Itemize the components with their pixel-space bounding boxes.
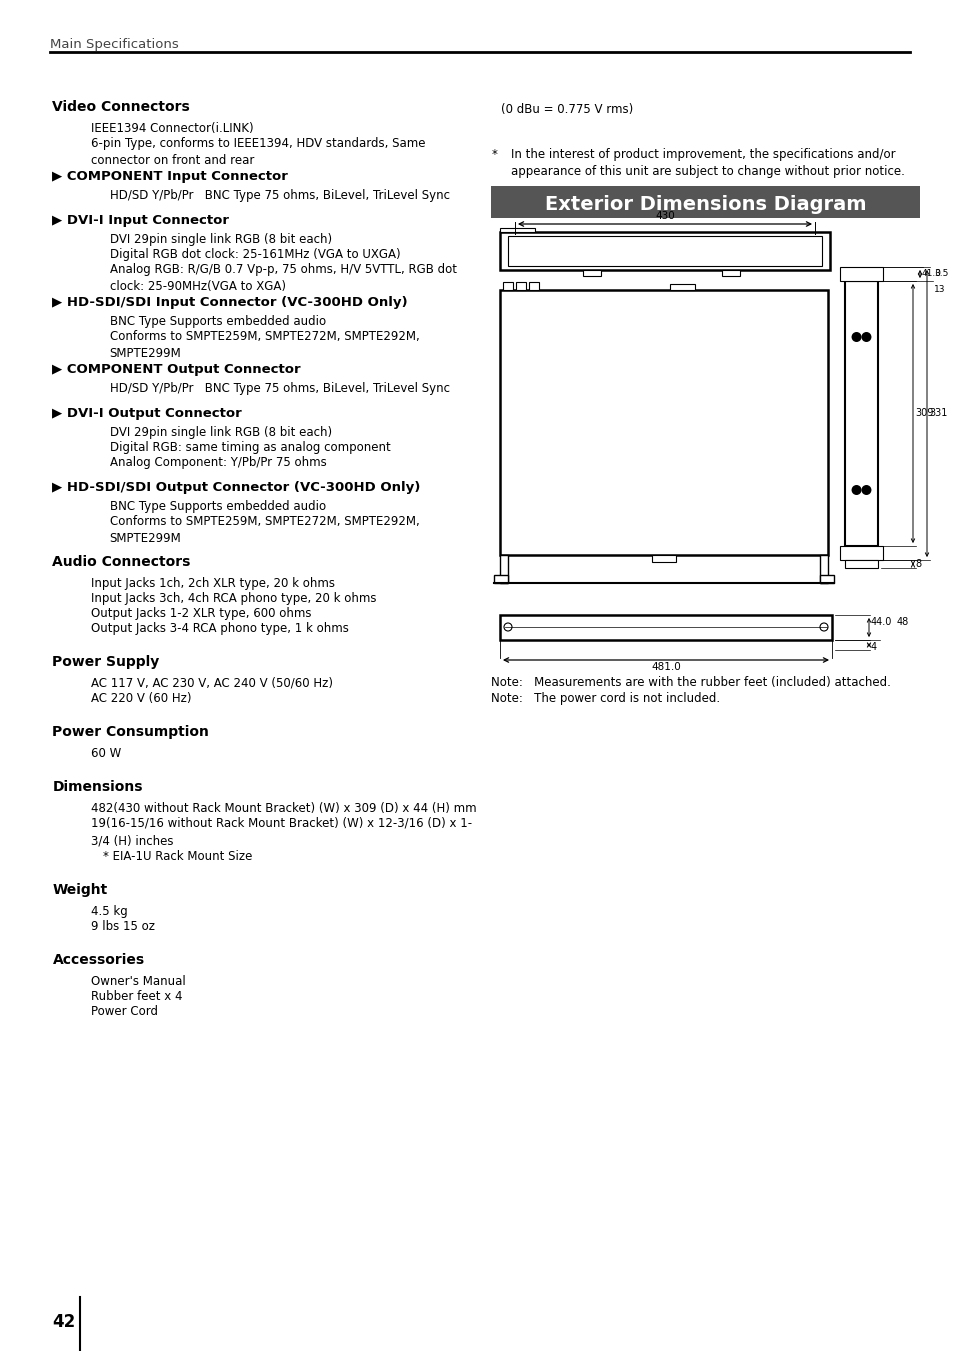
Text: HD/SD Y/Pb/Pr   BNC Type 75 ohms, BiLevel, TriLevel Sync: HD/SD Y/Pb/Pr BNC Type 75 ohms, BiLevel,… xyxy=(110,382,449,394)
Text: Input Jacks 3ch, 4ch RCA phono type, 20 k ohms: Input Jacks 3ch, 4ch RCA phono type, 20 … xyxy=(91,592,375,605)
Bar xyxy=(840,546,882,561)
Text: Digital RGB dot clock: 25-161MHz (VGA to UXGA): Digital RGB dot clock: 25-161MHz (VGA to… xyxy=(110,249,400,261)
Bar xyxy=(502,282,513,290)
Bar xyxy=(844,281,877,546)
Bar xyxy=(507,236,821,266)
Text: Power Consumption: Power Consumption xyxy=(52,725,209,739)
Text: Weight: Weight xyxy=(52,884,108,897)
Text: HD/SD Y/Pb/Pr   BNC Type 75 ohms, BiLevel, TriLevel Sync: HD/SD Y/Pb/Pr BNC Type 75 ohms, BiLevel,… xyxy=(110,189,449,203)
Bar xyxy=(583,270,600,276)
Text: 48: 48 xyxy=(896,617,908,627)
Text: Conforms to SMPTE259M, SMPTE272M, SMPTE292M,
SMPTE299M: Conforms to SMPTE259M, SMPTE272M, SMPTE2… xyxy=(110,330,419,359)
Bar xyxy=(499,228,535,232)
Text: 430: 430 xyxy=(655,211,674,222)
Bar xyxy=(651,555,676,562)
Text: Analog RGB: R/G/B 0.7 Vp-p, 75 ohms, H/V 5VTTL, RGB dot
clock: 25-90MHz(VGA to X: Analog RGB: R/G/B 0.7 Vp-p, 75 ohms, H/V… xyxy=(110,263,456,293)
Text: Dimensions: Dimensions xyxy=(52,780,143,794)
Text: Analog Component: Y/Pb/Pr 75 ohms: Analog Component: Y/Pb/Pr 75 ohms xyxy=(110,457,326,469)
Text: IEEE1394 Connector(i.LINK): IEEE1394 Connector(i.LINK) xyxy=(91,122,253,135)
Text: BNC Type Supports embedded audio: BNC Type Supports embedded audio xyxy=(110,500,326,513)
Text: Input Jacks 1ch, 2ch XLR type, 20 k ohms: Input Jacks 1ch, 2ch XLR type, 20 k ohms xyxy=(91,577,335,590)
Bar xyxy=(844,561,877,567)
Bar xyxy=(840,267,882,281)
Text: ▶ COMPONENT Output Connector: ▶ COMPONENT Output Connector xyxy=(52,363,301,376)
Text: AC 220 V (60 Hz): AC 220 V (60 Hz) xyxy=(91,692,191,705)
Text: ▶ DVI-I Output Connector: ▶ DVI-I Output Connector xyxy=(52,407,242,420)
Text: Video Connectors: Video Connectors xyxy=(52,100,190,113)
Bar xyxy=(516,282,525,290)
Bar xyxy=(499,290,827,555)
Circle shape xyxy=(861,332,870,342)
Bar xyxy=(494,576,507,584)
Text: * EIA-1U Rack Mount Size: * EIA-1U Rack Mount Size xyxy=(103,850,252,863)
Text: 60 W: 60 W xyxy=(91,747,121,761)
Text: 3.5: 3.5 xyxy=(933,269,947,278)
Bar xyxy=(721,270,740,276)
Text: 4.5 kg: 4.5 kg xyxy=(91,905,128,917)
Text: ▶ HD-SDI/SDI Output Connector (VC-300HD Only): ▶ HD-SDI/SDI Output Connector (VC-300HD … xyxy=(52,481,420,494)
Text: 41.0: 41.0 xyxy=(921,269,941,278)
Text: Output Jacks 3-4 RCA phono type, 1 k ohms: Output Jacks 3-4 RCA phono type, 1 k ohm… xyxy=(91,621,348,635)
Bar xyxy=(820,555,827,584)
Text: Audio Connectors: Audio Connectors xyxy=(52,555,191,569)
Text: Accessories: Accessories xyxy=(52,952,145,967)
Text: 8: 8 xyxy=(914,559,921,569)
Bar xyxy=(491,186,919,218)
Text: 4: 4 xyxy=(870,642,876,653)
Text: AC 117 V, AC 230 V, AC 240 V (50/60 Hz): AC 117 V, AC 230 V, AC 240 V (50/60 Hz) xyxy=(91,677,333,690)
Bar xyxy=(820,576,833,584)
Text: 482(430 without Rack Mount Bracket) (W) x 309 (D) x 44 (H) mm: 482(430 without Rack Mount Bracket) (W) … xyxy=(91,802,476,815)
Text: Conforms to SMPTE259M, SMPTE272M, SMPTE292M,
SMPTE299M: Conforms to SMPTE259M, SMPTE272M, SMPTE2… xyxy=(110,515,419,544)
Bar xyxy=(529,282,538,290)
Text: 13: 13 xyxy=(933,285,944,295)
Text: In the interest of product improvement, the specifications and/or
appearance of : In the interest of product improvement, … xyxy=(511,149,904,178)
Text: Exterior Dimensions Diagram: Exterior Dimensions Diagram xyxy=(544,195,865,213)
Text: 331: 331 xyxy=(928,408,946,417)
Text: Note:   The power cord is not included.: Note: The power cord is not included. xyxy=(491,692,720,705)
Text: ▶ DVI-I Input Connector: ▶ DVI-I Input Connector xyxy=(52,213,230,227)
Text: Digital RGB: same timing as analog component: Digital RGB: same timing as analog compo… xyxy=(110,440,390,454)
Text: *: * xyxy=(491,149,497,161)
Bar xyxy=(499,555,507,584)
Text: Power Supply: Power Supply xyxy=(52,655,159,669)
Bar xyxy=(499,232,829,270)
Text: Note:   Measurements are with the rubber feet (included) attached.: Note: Measurements are with the rubber f… xyxy=(491,676,890,689)
Circle shape xyxy=(851,332,861,342)
Text: 44.0: 44.0 xyxy=(870,617,891,627)
Text: 9 lbs 15 oz: 9 lbs 15 oz xyxy=(91,920,154,934)
Text: ▶ COMPONENT Input Connector: ▶ COMPONENT Input Connector xyxy=(52,170,288,182)
Text: DVI 29pin single link RGB (8 bit each): DVI 29pin single link RGB (8 bit each) xyxy=(110,232,332,246)
Text: BNC Type Supports embedded audio: BNC Type Supports embedded audio xyxy=(110,315,326,328)
Text: 481.0: 481.0 xyxy=(651,662,680,671)
Bar xyxy=(669,284,695,290)
Text: Rubber feet x 4: Rubber feet x 4 xyxy=(91,990,182,1002)
Text: Output Jacks 1-2 XLR type, 600 ohms: Output Jacks 1-2 XLR type, 600 ohms xyxy=(91,607,311,620)
Text: ▶ HD-SDI/SDI Input Connector (VC-300HD Only): ▶ HD-SDI/SDI Input Connector (VC-300HD O… xyxy=(52,296,408,309)
Text: Owner's Manual: Owner's Manual xyxy=(91,975,185,988)
Text: Main Specifications: Main Specifications xyxy=(50,38,178,51)
Text: DVI 29pin single link RGB (8 bit each): DVI 29pin single link RGB (8 bit each) xyxy=(110,426,332,439)
Text: 6-pin Type, conforms to IEEE1394, HDV standards, Same
connector on front and rea: 6-pin Type, conforms to IEEE1394, HDV st… xyxy=(91,136,425,168)
Bar xyxy=(499,615,831,640)
Circle shape xyxy=(851,485,861,494)
Text: 309: 309 xyxy=(914,408,932,417)
Text: (0 dBu = 0.775 V rms): (0 dBu = 0.775 V rms) xyxy=(500,103,633,116)
Text: Power Cord: Power Cord xyxy=(91,1005,157,1019)
Text: 42: 42 xyxy=(52,1313,75,1331)
Text: 19(16-15/16 without Rack Mount Bracket) (W) x 12-3/16 (D) x 1-
3/4 (H) inches: 19(16-15/16 without Rack Mount Bracket) … xyxy=(91,817,472,847)
Circle shape xyxy=(861,485,870,494)
